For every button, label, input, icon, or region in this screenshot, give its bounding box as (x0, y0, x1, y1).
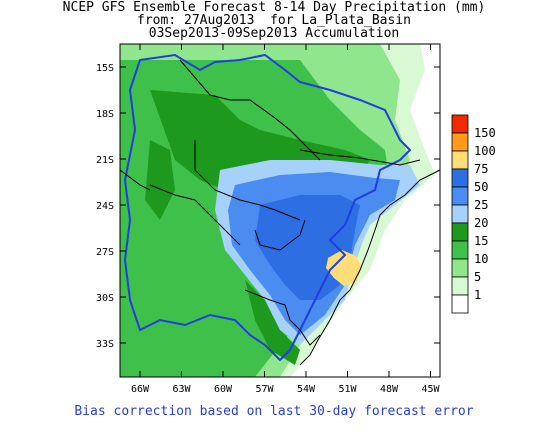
map-subtitle-run: from: 27Aug2013 for La_Plata_Basin (137, 13, 411, 28)
lat-tick-label: 30S (96, 293, 114, 304)
map-frame (119, 43, 441, 378)
legend-label: 20 (474, 216, 488, 230)
legend-label: 5 (474, 270, 481, 284)
map-subtitle-period: 03Sep2013-09Sep2013 Accumulation (148, 26, 400, 41)
longitude-axis: 66W 63W 60W 57W 54W 51W 48W 45W (131, 44, 441, 395)
lon-tick-label: 51W (338, 384, 357, 395)
lat-tick-label: 21S (96, 155, 114, 166)
legend-swatch (451, 276, 469, 296)
lat-tick-label: 24S (96, 201, 114, 212)
legend-swatch (451, 240, 469, 260)
legend-label: 50 (474, 180, 488, 194)
legend-swatch (451, 168, 469, 188)
coastline (299, 169, 441, 366)
legend-swatch (451, 114, 469, 134)
legend-swatch (451, 258, 469, 278)
legend-label: 100 (474, 144, 496, 158)
bias-correction-note: Bias correction based on last 30-day for… (74, 404, 474, 419)
lon-tick-label: 48W (380, 384, 399, 395)
legend-swatch (451, 186, 469, 206)
legend-label: 10 (474, 252, 488, 266)
legend-swatch (451, 132, 469, 152)
legend-swatch (451, 204, 469, 224)
lat-tick-label: 15S (96, 63, 114, 74)
lon-tick-label: 45W (421, 384, 440, 395)
lon-tick-label: 63W (172, 384, 191, 395)
lon-tick-label: 54W (297, 384, 316, 395)
legend-label: 1 (474, 288, 481, 302)
lon-tick-label: 57W (255, 384, 274, 395)
map-title: NCEP GFS Ensemble Forecast 8-14 Day Prec… (62, 0, 486, 15)
legend-label: 75 (474, 162, 488, 176)
precip-band-15-west (145, 140, 175, 220)
lat-tick-label: 33S (96, 339, 114, 350)
lon-tick-label: 60W (214, 384, 233, 395)
lat-tick-label: 18S (96, 109, 114, 120)
legend-swatch (451, 150, 469, 170)
legend-swatch (451, 294, 469, 314)
legend-swatch (451, 222, 469, 242)
precipitation-legend: 150 100 75 50 25 20 15 10 5 1 (451, 114, 496, 314)
precipitation-field (120, 44, 440, 377)
latitude-axis: 15S 18S 21S 24S 27S 30S 33S (96, 63, 440, 350)
precip-band-75 (326, 250, 362, 286)
basin-outline (123, 53, 412, 362)
legend-label: 150 (474, 126, 496, 140)
country-borders (119, 59, 421, 346)
precip-band-15-south (245, 280, 300, 365)
lat-tick-label: 27S (96, 247, 114, 258)
legend-label: 25 (474, 198, 488, 212)
lon-tick-label: 66W (131, 384, 150, 395)
legend-label: 15 (474, 234, 488, 248)
